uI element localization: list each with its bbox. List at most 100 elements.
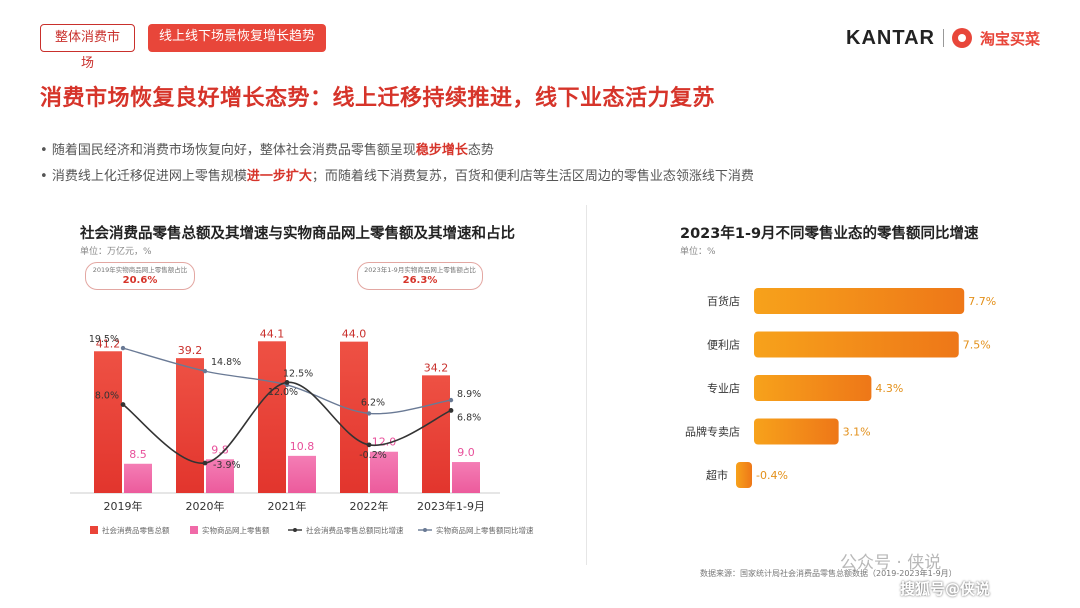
hbar-retail-format xyxy=(754,331,959,358)
chart-divider xyxy=(586,205,587,565)
line-online-point xyxy=(448,397,454,403)
bar-total-label: 39.2 xyxy=(178,344,203,357)
bar-total-retail xyxy=(176,358,204,493)
bar-total-retail xyxy=(422,375,450,493)
bar-total-retail xyxy=(258,341,286,493)
legend-label: 社会消费品零售总额同比增速 xyxy=(306,525,404,535)
line-total-label: 6.8% xyxy=(457,412,481,423)
line-online-point xyxy=(120,345,126,351)
line-online-point xyxy=(366,411,372,416)
bar-online-label: 9.8 xyxy=(211,443,229,456)
bar-online-retail xyxy=(124,463,152,493)
hbar-category-label: 百货店 xyxy=(707,294,740,308)
bar-online-retail xyxy=(288,455,316,493)
hbar-category-label: 超市 xyxy=(706,468,728,482)
hbar-category-label: 便利店 xyxy=(707,338,740,352)
hbar-category-label: 专业店 xyxy=(707,381,740,395)
bar-online-label: 8.5 xyxy=(129,448,147,461)
hbar-retail-format xyxy=(754,375,872,401)
bullet-text-end: 态势 xyxy=(467,143,494,158)
line-total-label: -0.2% xyxy=(359,450,387,461)
bullet-highlight: 进一步扩大 xyxy=(246,169,312,184)
line-total-label: 12.5% xyxy=(283,368,313,379)
bar-total-retail xyxy=(340,341,368,493)
bullet-text: 消费线上化迁移促进网上零售规模 xyxy=(51,169,247,184)
bar-online-retail xyxy=(370,451,398,493)
line-total-point xyxy=(202,460,208,466)
x-tick-label: 2022年 xyxy=(350,499,389,513)
legend-swatch-dot xyxy=(293,528,297,532)
callout-label: 2023年1-9月实物商品网上零售额占比 xyxy=(364,266,476,274)
bar-total-retail xyxy=(94,351,122,493)
bar-online-label: 10.8 xyxy=(290,440,315,453)
line-total-label: -3.9% xyxy=(213,460,241,471)
hbar-value-label: 7.7% xyxy=(968,295,996,308)
line-online-label: 14.8% xyxy=(211,357,241,368)
bullet-list: • 随着国民经济和消费市场恢复向好，整体社会消费品零售额呈现稳步增长态势 • 消… xyxy=(40,138,754,190)
hbar-retail-format xyxy=(736,462,752,488)
data-source: 数据来源：国家统计局社会消费品零售总额数据（2019-2023年1-9月） xyxy=(700,569,957,578)
x-tick-label: 2019年 xyxy=(104,499,143,513)
line-online-label: 8.9% xyxy=(457,389,481,400)
section-tag: 整体消费市场 xyxy=(40,24,135,71)
brand-logos: KANTAR 淘宝买菜 xyxy=(846,26,1040,50)
brand-divider xyxy=(942,29,944,47)
legend-swatch-online xyxy=(190,526,198,534)
line-total-point xyxy=(120,402,126,407)
right-chart-unit: 单位：% xyxy=(680,247,716,257)
line-total-label: 8.0% xyxy=(95,391,119,402)
legend-label: 实物商品网上零售额同比增速 xyxy=(436,525,534,535)
page-title: 消费市场恢复良好增长态势：线上迁移持续推进，线下业态活力复苏 xyxy=(40,86,716,111)
hbar-category-label: 品牌专卖店 xyxy=(685,425,740,439)
legend-swatch-total xyxy=(90,526,98,534)
bar-online-retail xyxy=(452,462,480,493)
legend-label: 社会消费品零售总额 xyxy=(102,525,170,535)
bullet-dot: • xyxy=(40,169,52,184)
taobao-maicai-logo: 淘宝买菜 xyxy=(979,29,1040,48)
x-tick-label: 2023年1-9月 xyxy=(417,499,485,513)
bullet-dot: • xyxy=(40,143,52,158)
bullet-text-end: ；而随着线下消费复苏，百货和便利店等生活区周边的零售业态领涨线下消费 xyxy=(311,169,754,184)
bar-online-retail xyxy=(206,459,234,493)
callout-value: 20.6% xyxy=(122,275,158,286)
line-online-label: 6.2% xyxy=(361,397,385,408)
legend-label: 实物商品网上零售额 xyxy=(202,525,270,535)
line-online-point xyxy=(202,368,208,374)
bar-total-label: 41.2 xyxy=(96,337,121,350)
bullet-text: 随着国民经济和消费市场恢复向好，整体社会消费品零售额呈现 xyxy=(51,143,416,158)
line-total-point xyxy=(284,380,290,385)
callout-2023-share: 2023年1-9月实物商品网上零售额占比 26.3% xyxy=(357,262,483,290)
watermark-sohu: 搜狐号@侠说 xyxy=(900,580,991,598)
hbar-value-label: 3.1% xyxy=(843,426,871,439)
left-chart-unit: 单位：万亿元，% xyxy=(80,247,152,257)
hbar-value-label: -0.4% xyxy=(756,469,788,482)
bar-online-label: 9.0 xyxy=(457,446,475,459)
bar-total-label: 44.1 xyxy=(260,327,285,340)
topic-tag: 线上线下场景恢复增长趋势 xyxy=(148,24,326,52)
line-total-point xyxy=(448,408,454,413)
bullet-item: • 随着国民经济和消费市场恢复向好，整体社会消费品零售额呈现稳步增长态势 xyxy=(40,138,754,164)
right-chart-title: 2023年1-9月不同零售业态的零售额同比增速 xyxy=(680,226,979,242)
left-chart-title: 社会消费品零售总额及其增速与实物商品网上零售额及其增速和占比 xyxy=(80,226,515,242)
callout-value: 26.3% xyxy=(402,275,438,286)
x-tick-label: 2021年 xyxy=(268,499,307,513)
bullet-item: • 消费线上化迁移促进网上零售规模进一步扩大；而随着线下消费复苏，百货和便利店等… xyxy=(40,164,754,190)
hbar-retail-format xyxy=(754,288,965,314)
bar-total-label: 34.2 xyxy=(424,361,449,374)
hbar-retail-format xyxy=(754,418,839,445)
callout-2019-share: 2019年实物商品网上零售额占比 20.6% xyxy=(85,262,195,290)
line-online-label: 19.5% xyxy=(89,334,119,345)
kantar-logo: KANTAR xyxy=(846,26,935,49)
taobao-maicai-icon xyxy=(951,28,972,48)
line-online-label: 12.0% xyxy=(268,387,298,398)
bar-total-label: 44.0 xyxy=(342,328,367,341)
right-chart: 百货店 7.7% 便利店 7.5% 专业店 4.3% 品牌专卖店 3.1% 超市 -0.4% xyxy=(685,288,996,488)
hbar-value-label: 4.3% xyxy=(875,382,903,395)
legend-swatch-dot xyxy=(423,528,427,532)
watermark-wechat: 公众号 · 侠说 xyxy=(840,553,942,573)
callout-label: 2019年实物商品网上零售额占比 xyxy=(92,266,188,274)
left-chart: 41.2 8.5 2019年 39.2 9.8 2020年 44.1 10.8 2021年 44.… xyxy=(70,327,534,535)
bullet-highlight: 稳步增长 xyxy=(415,143,468,158)
x-tick-label: 2020年 xyxy=(186,499,225,513)
line-total-point xyxy=(366,442,372,448)
